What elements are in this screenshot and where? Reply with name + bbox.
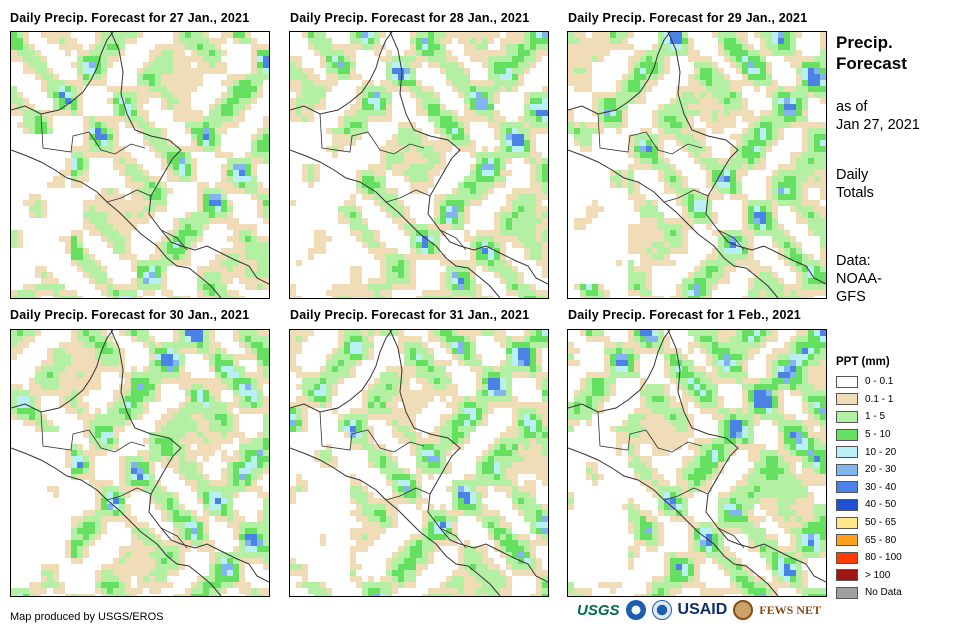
legend-rows: 0 - 0.1 0.1 - 1 1 - 5 5 - 10 10 - 20 20 - 30 3… (836, 373, 956, 602)
totals-line-2: Totals (836, 185, 874, 201)
panel-title-1: Daily Precip. Forecast for 27 Jan., 2021 (10, 11, 250, 25)
legend-swatch (836, 393, 858, 406)
forecast-map-2 (289, 31, 549, 299)
fews-globe-icon (733, 600, 754, 620)
fews-net-logo: FEWS NET (759, 602, 821, 617)
legend-label: 80 - 100 (865, 552, 902, 564)
coastline (290, 330, 548, 596)
panel-title-6: Daily Precip. Forecast for 1 Feb., 2021 (568, 308, 801, 322)
data-source-line-1: Data: (836, 253, 871, 269)
coastline (290, 32, 548, 298)
forecast-map-6 (567, 329, 827, 597)
legend-item: 5 - 10 (836, 426, 956, 444)
legend-swatch (836, 428, 858, 441)
map-credit: Map produced by USGS/EROS (10, 611, 164, 623)
legend-label: 20 - 30 (865, 464, 897, 476)
usgs-logo: USGS (577, 601, 620, 619)
legend-label: 10 - 20 (865, 446, 897, 458)
precip-raster (11, 32, 269, 298)
as-of-line-2: Jan 27, 2021 (836, 117, 920, 133)
coastline (568, 32, 826, 298)
precip-raster (568, 32, 826, 298)
legend-label: 0.1 - 1 (865, 393, 894, 405)
data-source-line-3: GFS (836, 289, 866, 305)
totals-line-1: Daily (836, 167, 869, 183)
precip-raster (11, 330, 269, 596)
legend-item: 20 - 30 (836, 461, 956, 479)
forecast-map-3 (567, 31, 827, 299)
legend-item: 40 - 50 (836, 496, 956, 514)
legend-swatch (836, 569, 858, 582)
heading-line-2: Forecast (836, 54, 907, 73)
legend-item: 10 - 20 (836, 443, 956, 461)
usaid-logo: USAID (677, 601, 728, 618)
legend-label: 1 - 5 (865, 411, 886, 423)
coastline (11, 330, 269, 596)
precip-raster (290, 32, 548, 298)
legend-label: > 100 (865, 569, 891, 581)
legend-swatch (836, 446, 858, 459)
legend-item: 0 - 0.1 (836, 373, 956, 391)
data-source-line-2: NOAA- (836, 271, 882, 287)
legend-label: 5 - 10 (865, 429, 891, 441)
coastline (568, 330, 826, 596)
legend-label: 40 - 50 (865, 499, 897, 511)
legend-swatch (836, 534, 858, 547)
legend-label: 65 - 80 (865, 534, 897, 546)
precip-legend: PPT (mm) 0 - 0.1 0.1 - 1 1 - 5 5 - 10 10 - 2… (836, 356, 956, 602)
nasa-logo-icon (651, 600, 672, 620)
precip-raster (568, 330, 826, 596)
panel-title-2: Daily Precip. Forecast for 28 Jan., 2021 (290, 11, 530, 25)
legend-title: PPT (mm) (836, 356, 890, 368)
legend-item: 80 - 100 (836, 549, 956, 567)
legend-item: 0.1 - 1 (836, 391, 956, 409)
legend-item: 1 - 5 (836, 408, 956, 426)
country-borders (40, 113, 188, 251)
legend-swatch (836, 586, 858, 599)
country-borders (40, 411, 188, 549)
data-source: Data: NOAA- GFS (836, 252, 882, 306)
totals-note: Daily Totals (836, 166, 874, 202)
forecast-map-4 (10, 329, 270, 597)
map-heading: Precip. Forecast (836, 32, 907, 74)
as-of-date: as of Jan 27, 2021 (836, 98, 920, 134)
legend-label: 30 - 40 (865, 481, 897, 493)
legend-item: > 100 (836, 567, 956, 585)
coastline (11, 32, 269, 298)
precip-raster (290, 330, 548, 596)
partner-logos: USGS USAID FEWS NET (577, 600, 821, 620)
heading-line-1: Precip. (836, 33, 893, 52)
country-borders (319, 411, 467, 549)
legend-label: No Data (865, 587, 902, 599)
noaa-logo-icon (625, 600, 646, 620)
panel-title-3: Daily Precip. Forecast for 29 Jan., 2021 (568, 11, 808, 25)
legend-label: 0 - 0.1 (865, 376, 894, 388)
legend-swatch (836, 375, 858, 388)
legend-item: No Data (836, 584, 956, 602)
legend-swatch (836, 551, 858, 564)
forecast-map-5 (289, 329, 549, 597)
as-of-line-1: as of (836, 99, 868, 115)
panel-title-4: Daily Precip. Forecast for 30 Jan., 2021 (10, 308, 250, 322)
country-borders (597, 113, 745, 251)
legend-swatch (836, 481, 858, 494)
legend-item: 30 - 40 (836, 479, 956, 497)
legend-item: 50 - 65 (836, 514, 956, 532)
legend-label: 50 - 65 (865, 517, 897, 529)
legend-swatch (836, 410, 858, 423)
legend-swatch (836, 498, 858, 511)
country-borders (597, 411, 745, 549)
legend-swatch (836, 516, 858, 529)
panel-title-5: Daily Precip. Forecast for 31 Jan., 2021 (290, 308, 530, 322)
legend-item: 65 - 80 (836, 531, 956, 549)
legend-swatch (836, 463, 858, 476)
forecast-map-1 (10, 31, 270, 299)
country-borders (319, 113, 467, 251)
